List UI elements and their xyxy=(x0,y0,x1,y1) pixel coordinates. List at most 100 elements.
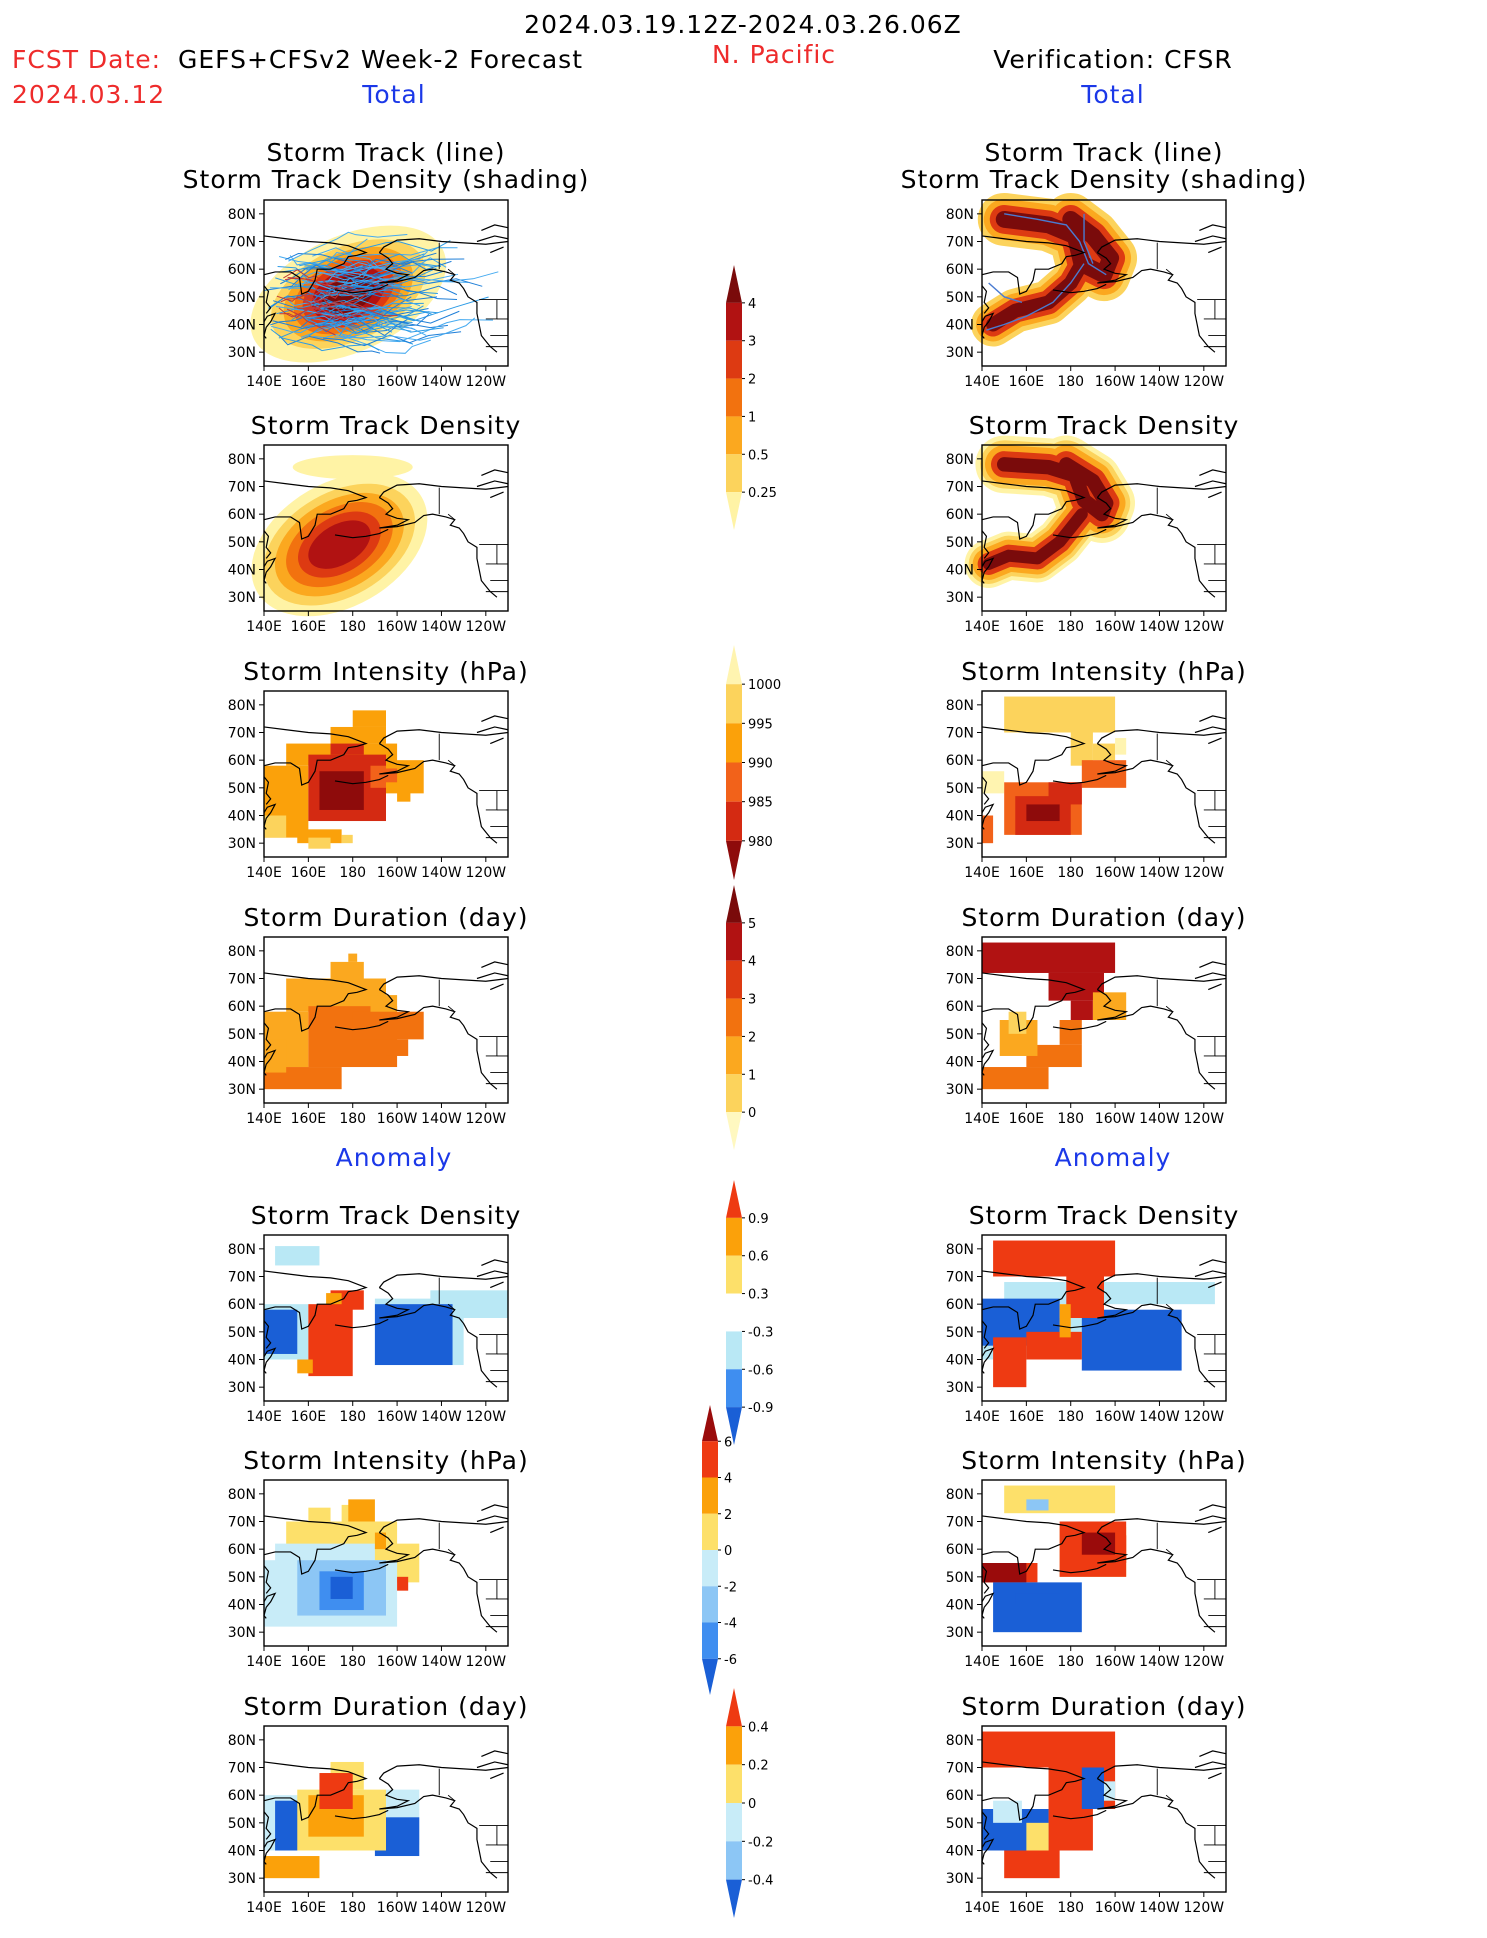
border-line xyxy=(485,790,498,811)
lat-tick-label: 80N xyxy=(228,207,256,223)
coastline xyxy=(1194,235,1227,243)
coastline xyxy=(981,1761,1086,1821)
intensity-cell xyxy=(264,815,287,838)
border-line xyxy=(447,1794,456,1802)
coastline xyxy=(1096,1273,1227,1288)
storm-track-line xyxy=(335,286,389,299)
lat-tick-label: 80N xyxy=(946,207,974,223)
lat-tick-label: 50N xyxy=(946,290,974,306)
colorbar-cap xyxy=(726,1180,742,1218)
anom-cell xyxy=(264,1309,298,1354)
lat-tick-label: 50N xyxy=(946,1570,974,1586)
colorbar-segment xyxy=(702,1550,718,1587)
colorbar-cap xyxy=(726,492,742,530)
border-line xyxy=(447,513,456,521)
coastline xyxy=(1097,1532,1216,1633)
coastline xyxy=(263,530,272,559)
coastline xyxy=(490,1526,504,1534)
panel-title-intensity: Storm Intensity (hPa) xyxy=(961,1446,1247,1475)
lon-tick-label: 180 xyxy=(1057,1409,1084,1425)
lat-tick-label: 70N xyxy=(228,235,256,251)
anom-cell xyxy=(308,1507,331,1528)
lat-tick-label: 30N xyxy=(228,1380,256,1396)
lon-tick-label: 180 xyxy=(1057,1900,1084,1916)
coastline xyxy=(263,1270,368,1330)
map-frame xyxy=(263,1479,509,1647)
colorbar-segment xyxy=(726,1217,742,1256)
storm-track-line xyxy=(323,325,427,339)
map-panel: 30N 40N 50N 60N 70N 80N 140E 160E 180 160W 140W 120… xyxy=(946,192,1227,390)
colorbar-density-total: 4 3 2 1 0.5 0.25 xyxy=(726,265,777,530)
colorbar-label: 995 xyxy=(748,717,773,732)
coastline xyxy=(1199,224,1227,231)
colorbar-segment xyxy=(726,378,742,417)
panel-title-density: Storm Track Density xyxy=(968,1201,1240,1230)
colorbar-intensity-anom: 6 4 2 0 -2 -4 -6 xyxy=(702,1405,737,1695)
coastline xyxy=(1052,528,1107,539)
coastline xyxy=(263,1761,368,1821)
storm-track-line xyxy=(270,304,374,326)
storm-track-line xyxy=(301,307,429,330)
colorbar-segment xyxy=(726,1369,742,1408)
colorbar-label: 0.3 xyxy=(748,1288,769,1303)
intensity-cell xyxy=(341,834,353,844)
lon-tick-label: 140W xyxy=(1139,374,1180,390)
lon-tick-label: 140W xyxy=(421,374,462,390)
storm-track-line xyxy=(286,308,336,336)
map-frame xyxy=(981,690,1227,858)
border-line xyxy=(1203,1036,1216,1057)
colorbar-label: 0.25 xyxy=(748,486,777,501)
panel-title-density: Storm Track Density xyxy=(250,1201,522,1230)
lon-tick-label: 140E xyxy=(964,374,1000,390)
lon-tick-label: 160W xyxy=(1095,374,1136,390)
lon-tick-label: 120W xyxy=(466,1900,507,1916)
field-layer xyxy=(251,455,428,617)
coastline xyxy=(1194,1515,1227,1523)
coastline xyxy=(263,1515,368,1575)
coastline xyxy=(481,1504,509,1511)
coastline xyxy=(981,530,990,559)
lon-tick-label: 160W xyxy=(377,1409,418,1425)
border-line xyxy=(1165,268,1174,276)
lon-tick-label: 140E xyxy=(246,1409,282,1425)
lat-tick-label: 70N xyxy=(946,726,974,742)
colorbar-label: 4 xyxy=(748,955,756,970)
colorbar-label: -0.3 xyxy=(748,1325,773,1340)
colorbar-label: 0.6 xyxy=(748,1250,769,1265)
intensity-cell xyxy=(386,768,398,783)
lat-tick-label: 60N xyxy=(228,507,256,523)
anom-cell xyxy=(1004,1282,1215,1305)
map-frame xyxy=(263,936,509,1104)
coastline xyxy=(334,1809,389,1820)
map-frame xyxy=(263,1234,509,1402)
coastline xyxy=(263,1022,272,1051)
colorbar-cap xyxy=(702,1658,718,1695)
coastline xyxy=(476,1515,509,1523)
anom-cell xyxy=(308,1304,353,1377)
lat-tick-label: 30N xyxy=(946,590,974,606)
field-layer xyxy=(971,192,1138,347)
coastline xyxy=(1194,480,1227,488)
lat-tick-label: 60N xyxy=(228,1788,256,1804)
lat-tick-label: 80N xyxy=(946,1242,974,1258)
coastline xyxy=(1096,1518,1227,1533)
anom-cell xyxy=(1004,1850,1060,1879)
fcst-date: 2024.03.12 xyxy=(12,80,166,109)
lat-tick-label: 60N xyxy=(228,1297,256,1313)
coastline xyxy=(481,961,509,968)
lat-tick-label: 50N xyxy=(946,1325,974,1341)
storm-track-line xyxy=(341,257,447,271)
coastline xyxy=(490,1281,504,1289)
duration-cell xyxy=(348,953,358,962)
colorbar-cap xyxy=(726,265,742,303)
coastline xyxy=(981,726,1086,786)
duration-cell xyxy=(982,942,1116,973)
storm-track-line xyxy=(986,263,1085,331)
coastline xyxy=(1199,469,1227,476)
verification-title: Verification: CFSR xyxy=(993,45,1233,74)
lat-tick-label: 60N xyxy=(228,753,256,769)
border-line xyxy=(1203,790,1216,811)
border-line xyxy=(485,544,498,565)
field-layer xyxy=(250,225,499,363)
lat-tick-label: 80N xyxy=(228,1733,256,1749)
